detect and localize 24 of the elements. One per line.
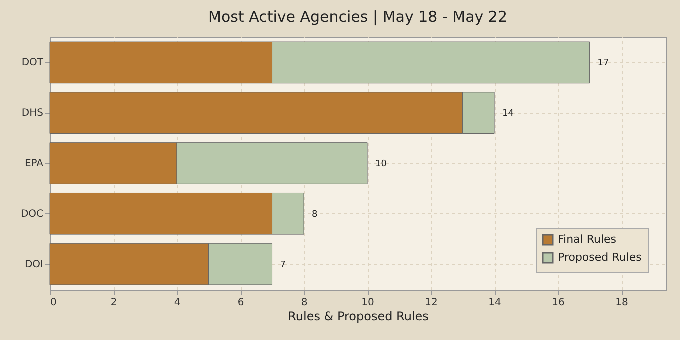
x-tick-label: 10	[362, 298, 374, 308]
x-tick-label: 2	[110, 298, 118, 308]
x-tick-label: 18	[616, 298, 628, 308]
x-axis-title: Rules & Proposed Rules	[288, 310, 429, 324]
y-tick-label: DOI	[24, 259, 44, 270]
total-label: 7	[280, 260, 286, 270]
x-tick-label: 16	[552, 298, 565, 308]
total-label: 17	[598, 58, 610, 69]
chart-title: Most Active Agencies | May 18 - May 22	[208, 8, 508, 26]
total-label: 10	[376, 160, 388, 170]
y-tick-label: DOC	[20, 208, 44, 220]
y-tick-label: DHS	[22, 108, 44, 120]
x-tick-label: 14	[488, 298, 502, 308]
x-tick-label: 4	[174, 298, 181, 308]
x-tick-label: 12	[425, 298, 438, 308]
total-label: 8	[312, 210, 318, 220]
legend-label: Final Rules	[558, 233, 617, 246]
y-tick-label: EPA	[24, 158, 44, 170]
legend-label: Proposed Rules	[558, 251, 642, 264]
y-tick-label: DOT	[22, 58, 44, 69]
total-label: 14	[502, 109, 514, 120]
x-tick-label: 0	[50, 298, 57, 308]
x-tick-label: 6	[238, 298, 244, 308]
x-tick-label: 8	[301, 298, 308, 308]
